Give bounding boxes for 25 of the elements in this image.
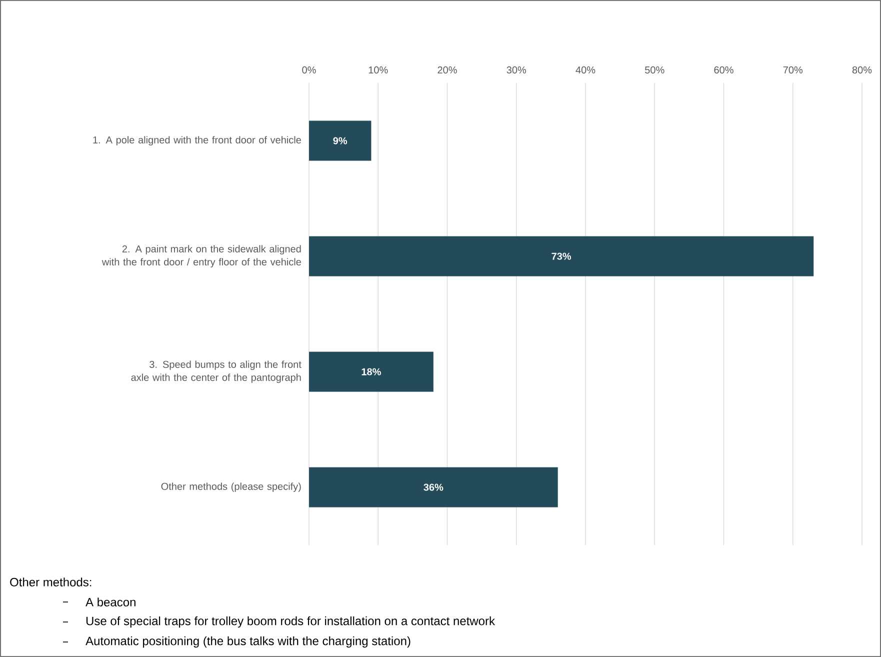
x-tick-label: 50% bbox=[645, 66, 664, 74]
data-label: 36% bbox=[424, 484, 444, 491]
bar bbox=[309, 236, 814, 276]
x-tick-label: 70% bbox=[783, 66, 803, 74]
x-tick-label: 10% bbox=[368, 66, 388, 74]
y-tick-label: 3. Speed bumps to align the front axle with the center of the pantograph bbox=[131, 360, 302, 383]
y-tick-label: 1. A pole aligned with the front door of vehicle bbox=[93, 136, 301, 146]
text: Use of special traps for trolley boom rods for installation on a contact network bbox=[86, 616, 496, 628]
y-tick-label: 2. A paint mark on the sidewalk aligned with the front door / entry floor of the vehicle bbox=[102, 245, 301, 268]
text: A beacon bbox=[86, 598, 136, 606]
data-label: 73% bbox=[552, 252, 572, 260]
x-tick-label: 40% bbox=[576, 66, 596, 74]
y-tick-label: Other methods (please specify) bbox=[161, 482, 301, 492]
text: Other methods: bbox=[10, 578, 92, 586]
x-tick-label: 80% bbox=[852, 66, 872, 74]
x-tick-label: 0% bbox=[302, 66, 316, 74]
data-label: 18% bbox=[362, 368, 381, 376]
data-label: 9% bbox=[333, 137, 348, 144]
text: Automatic positioning (the bus talks with the charging station) bbox=[86, 636, 410, 648]
x-tick-label: 60% bbox=[714, 66, 734, 74]
bar bbox=[309, 120, 372, 161]
bar bbox=[309, 467, 558, 508]
x-tick-label: 20% bbox=[438, 66, 457, 74]
x-tick-label: 30% bbox=[506, 66, 526, 74]
bar bbox=[309, 352, 434, 392]
